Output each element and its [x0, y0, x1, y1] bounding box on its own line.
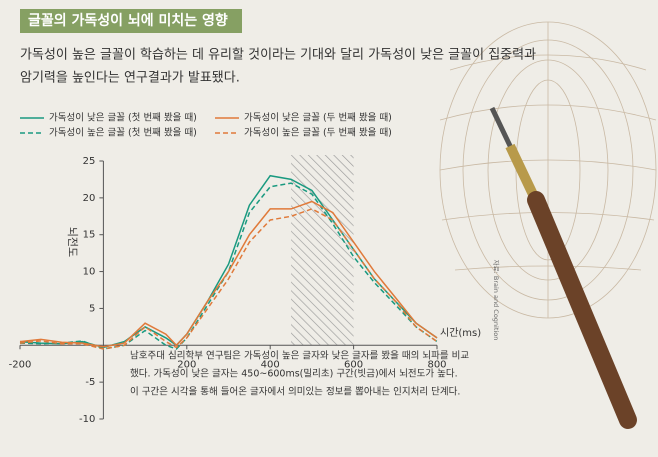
- note-line: 남호주대 심리학부 연구팀은 가독성이 높은 글자와 낮은 글자를 봤을 때의 …: [130, 350, 469, 362]
- subtitle-line: 암기력을 높인다는 연구결과가 발표됐다.: [20, 71, 240, 86]
- subtitle-line: 가독성이 높은 글꼴이 학습하는 데 유리할 것이라는 기대와 달리 가독성이 …: [20, 48, 536, 63]
- x-axis-label: 시간(ms): [440, 327, 481, 339]
- y-tick-label: 5: [89, 303, 95, 314]
- y-tick-label: 15: [83, 230, 96, 241]
- y-tick-label: 10: [83, 267, 96, 278]
- legend-label: 가독성이 높은 글꼴 (첫 번째 봤을 때): [49, 128, 197, 139]
- legend-label: 가독성이 낮은 글꼴 (첫 번째 봤을 때): [49, 113, 197, 124]
- y-tick-label: 25: [83, 156, 96, 167]
- note-line: 이 구간은 시각을 통해 들어온 글자에서 의미있는 정보를 뽑아내는 인지처리…: [130, 386, 460, 398]
- pen-illustration: [489, 106, 637, 429]
- series-line: [19, 208, 438, 350]
- legend-label: 가독성이 높은 글꼴 (두 번째 봤을 때): [244, 128, 392, 139]
- credit: 자료: Brain and Cognition: [492, 260, 501, 341]
- x-tick-label: 400: [261, 359, 280, 370]
- x-tick-label: 600: [344, 359, 363, 370]
- x-tick-label: -200: [9, 359, 32, 370]
- title: 글꼴의 가독성이 뇌에 미치는 영향: [28, 12, 228, 29]
- x-tick-label: 200: [177, 359, 196, 370]
- y-tick-label: -10: [79, 414, 95, 425]
- series-line: [19, 200, 438, 348]
- y-tick-label: -5: [85, 377, 95, 388]
- x-tick-label: 800: [427, 359, 446, 370]
- highlight-region: [291, 155, 354, 346]
- legend-label: 가독성이 낮은 글꼴 (두 번째 봤을 때): [244, 113, 392, 124]
- y-axis-label: 뇌전도: [66, 227, 79, 257]
- brain-illustration: [439, 21, 657, 319]
- note-line: 했다. 가독성이 낮은 글자는 450~600ms(밀리초) 구간(빗금)에서 …: [130, 368, 458, 380]
- y-tick-label: 20: [83, 193, 96, 204]
- title-box: [20, 9, 242, 33]
